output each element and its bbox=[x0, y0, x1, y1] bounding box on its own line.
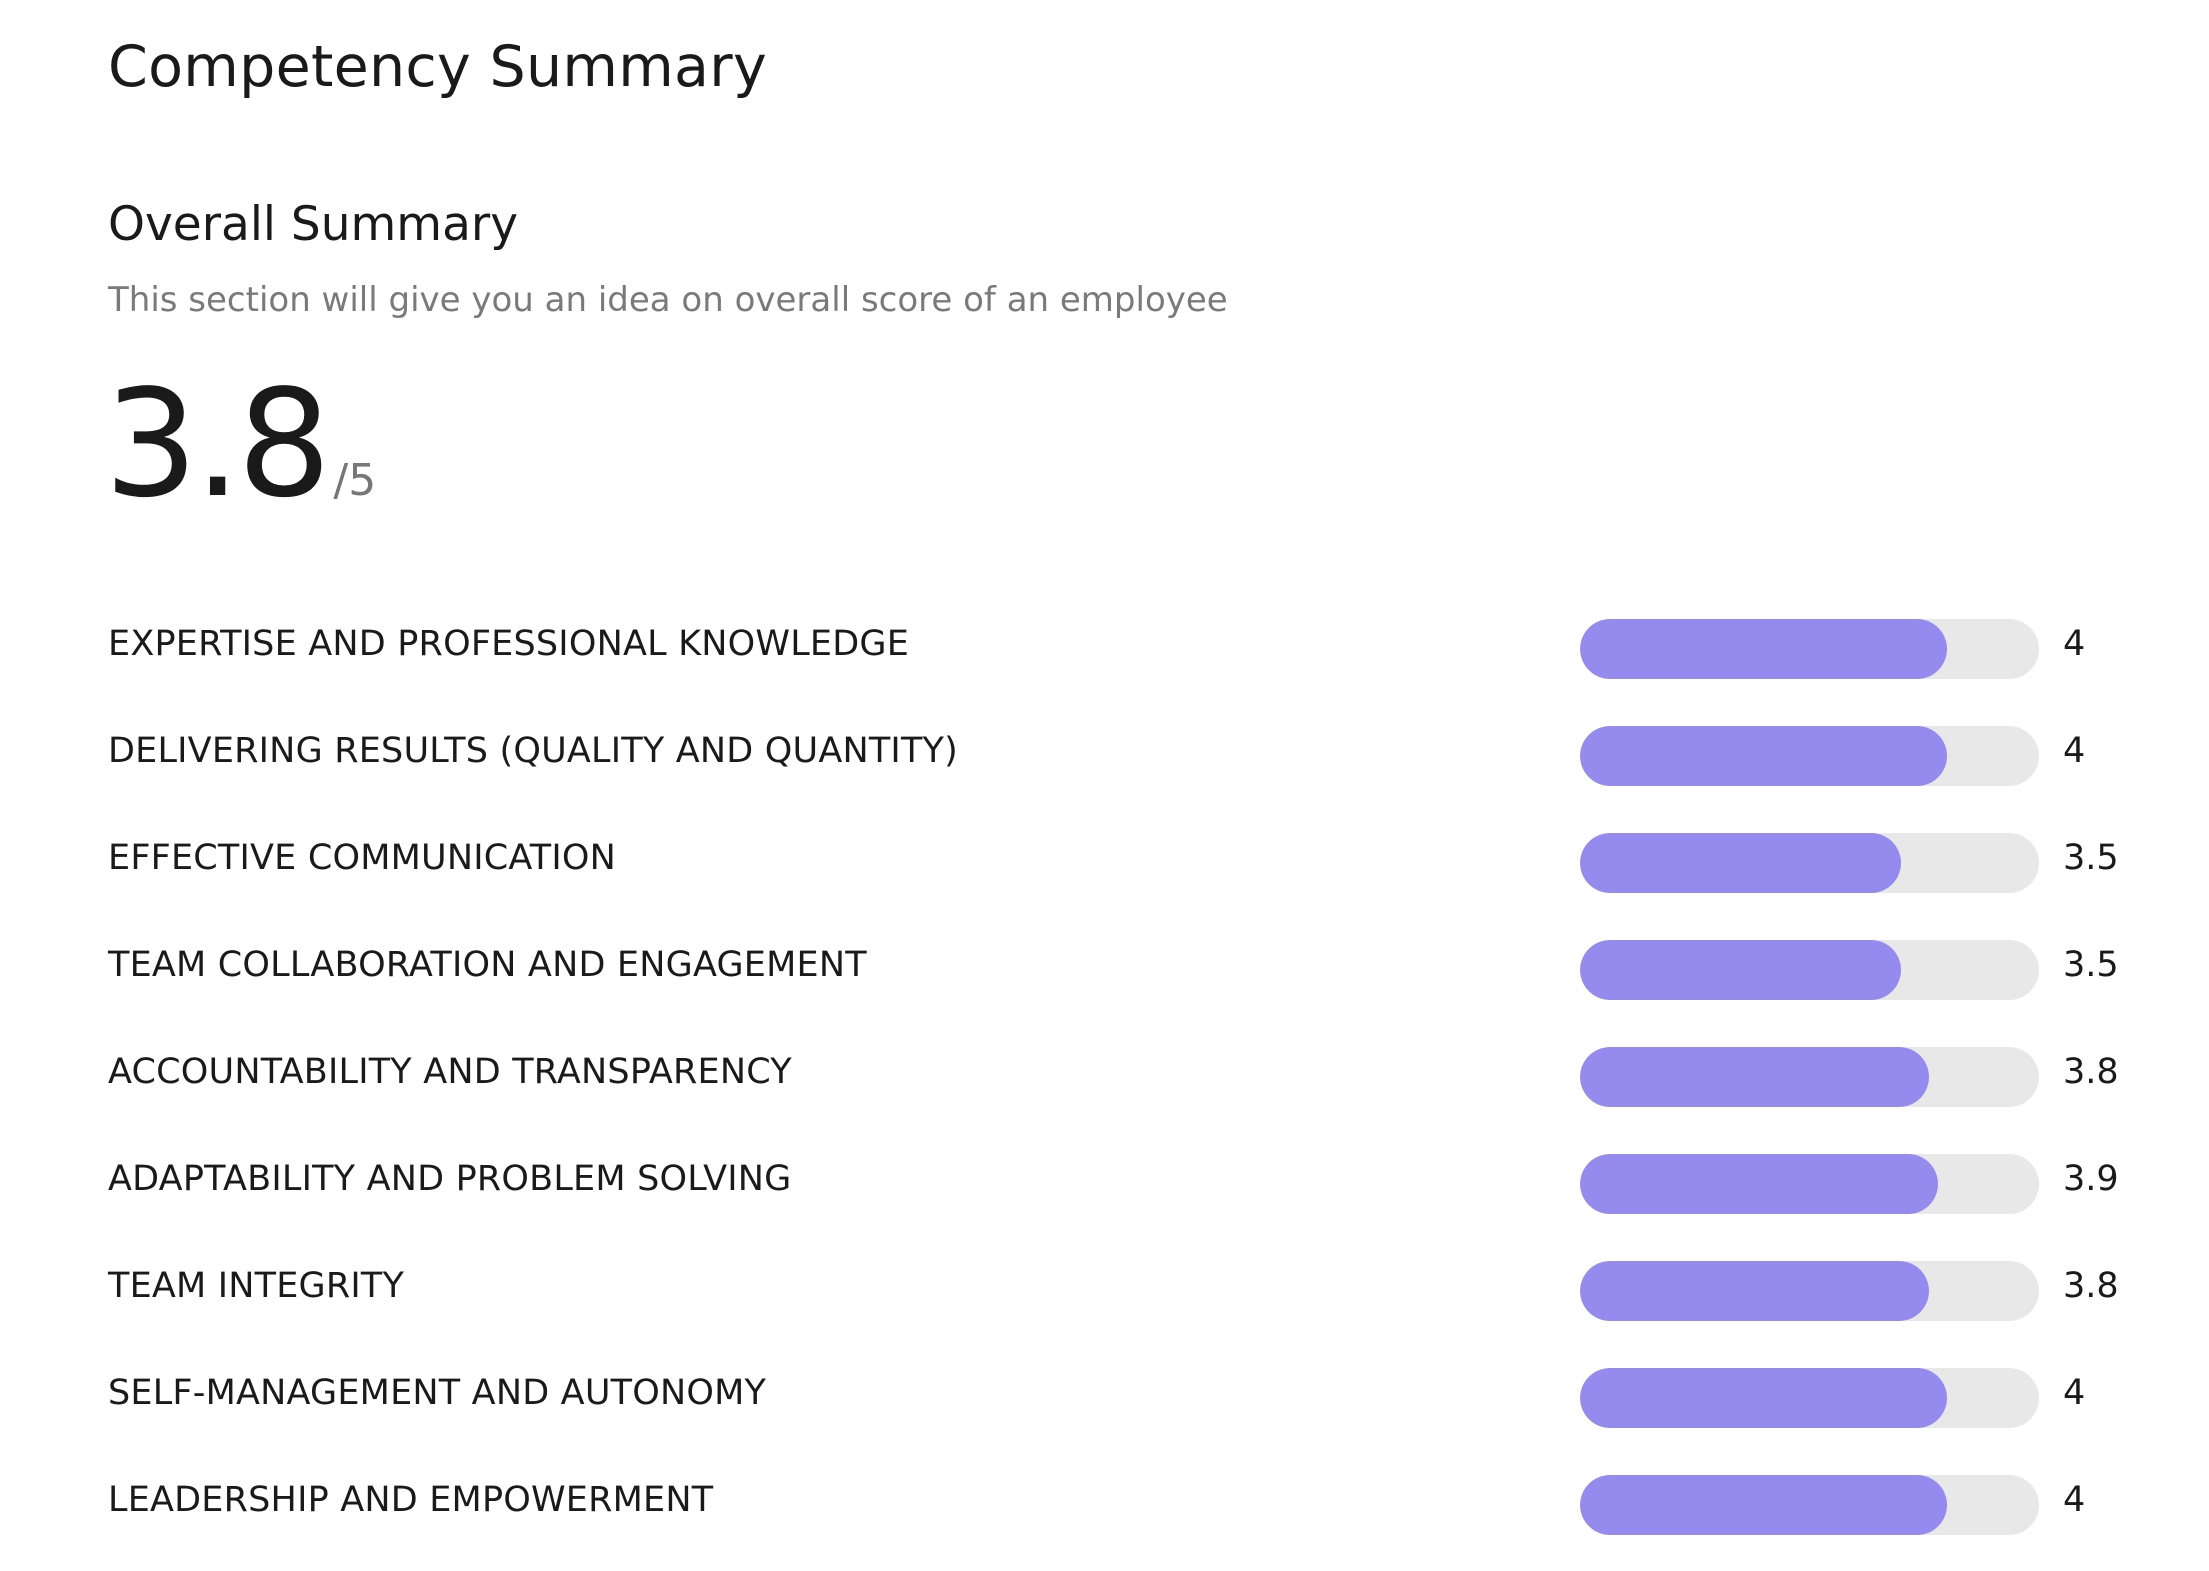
competency-bar-track bbox=[1580, 619, 2039, 679]
competency-value: 4 bbox=[2063, 1373, 2086, 1413]
competency-bar-track bbox=[1580, 940, 2039, 1000]
competency-bar-fill bbox=[1580, 940, 1902, 1000]
competency-value: 4 bbox=[2063, 1480, 2086, 1520]
competency-value: 3.9 bbox=[2063, 1159, 2119, 1199]
overall-score-max: /5 bbox=[333, 455, 377, 506]
overall-summary-subtitle: This section will give you an idea on ov… bbox=[108, 280, 1228, 320]
competency-bar-track bbox=[1580, 1368, 2039, 1428]
competency-label: TEAM COLLABORATION AND ENGAGEMENT bbox=[108, 945, 867, 985]
competency-label: DELIVERING RESULTS (QUALITY AND QUANTITY… bbox=[108, 731, 958, 771]
competency-value: 4 bbox=[2063, 731, 2086, 771]
competency-label: LEADERSHIP AND EMPOWERMENT bbox=[108, 1480, 714, 1520]
competency-bar-fill bbox=[1580, 1475, 1948, 1535]
competency-bar-track bbox=[1580, 726, 2039, 786]
competency-row: TEAM COLLABORATION AND ENGAGEMENT 3.5 bbox=[108, 929, 2119, 1036]
competency-bar-fill bbox=[1580, 1047, 1929, 1107]
competency-value: 3.8 bbox=[2063, 1266, 2119, 1306]
competency-row: LEADERSHIP AND EMPOWERMENT 4 bbox=[108, 1464, 2108, 1571]
competency-list: EXPERTISE AND PROFESSIONAL KNOWLEDGE 4 D… bbox=[108, 608, 2119, 1571]
overall-score-value: 3.8 bbox=[104, 358, 331, 530]
competency-bar-fill bbox=[1580, 1261, 1929, 1321]
competency-label: ADAPTABILITY AND PROBLEM SOLVING bbox=[108, 1159, 792, 1199]
competency-label: SELF-MANAGEMENT AND AUTONOMY bbox=[108, 1373, 767, 1413]
competency-bar-track bbox=[1580, 1047, 2039, 1107]
competency-row: DELIVERING RESULTS (QUALITY AND QUANTITY… bbox=[108, 715, 2108, 822]
overall-summary-title: Overall Summary bbox=[108, 197, 519, 252]
competency-bar-track bbox=[1580, 1475, 2039, 1535]
competency-row: ADAPTABILITY AND PROBLEM SOLVING 3.9 bbox=[108, 1143, 2119, 1250]
competency-bar-fill bbox=[1580, 1154, 1939, 1214]
competency-bar-track bbox=[1580, 1261, 2039, 1321]
competency-bar-fill bbox=[1580, 619, 1948, 679]
competency-bar-track bbox=[1580, 1154, 2039, 1214]
overall-score: 3.8 /5 bbox=[104, 370, 376, 518]
competency-bar-fill bbox=[1580, 833, 1902, 893]
competency-label: TEAM INTEGRITY bbox=[108, 1266, 405, 1306]
competency-value: 3.5 bbox=[2063, 945, 2119, 985]
competency-value: 4 bbox=[2063, 624, 2086, 664]
competency-bar-track bbox=[1580, 833, 2039, 893]
competency-row: EXPERTISE AND PROFESSIONAL KNOWLEDGE 4 bbox=[108, 608, 2108, 715]
competency-value: 3.5 bbox=[2063, 838, 2119, 878]
competency-row: EFFECTIVE COMMUNICATION 3.5 bbox=[108, 822, 2119, 929]
competency-label: EXPERTISE AND PROFESSIONAL KNOWLEDGE bbox=[108, 624, 910, 664]
competency-row: SELF-MANAGEMENT AND AUTONOMY 4 bbox=[108, 1357, 2108, 1464]
page-title: Competency Summary bbox=[108, 34, 768, 100]
competency-row: ACCOUNTABILITY AND TRANSPARENCY 3.8 bbox=[108, 1036, 2119, 1143]
competency-bar-fill bbox=[1580, 1368, 1948, 1428]
competency-bar-fill bbox=[1580, 726, 1948, 786]
competency-label: EFFECTIVE COMMUNICATION bbox=[108, 838, 617, 878]
competency-row: TEAM INTEGRITY 3.8 bbox=[108, 1250, 2119, 1357]
competency-label: ACCOUNTABILITY AND TRANSPARENCY bbox=[108, 1052, 792, 1092]
competency-value: 3.8 bbox=[2063, 1052, 2119, 1092]
